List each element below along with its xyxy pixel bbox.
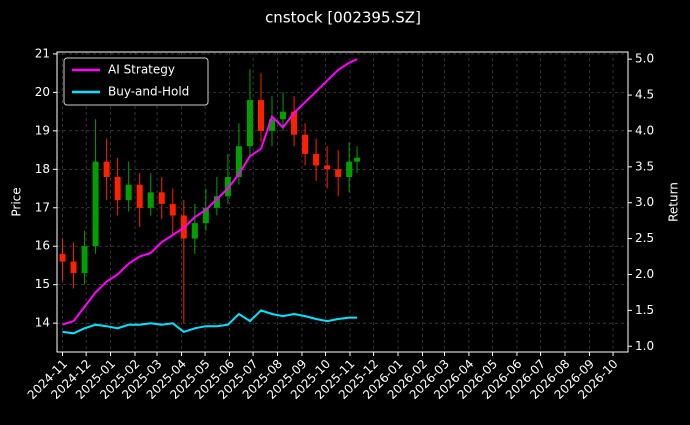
candle-body: [169, 203, 176, 216]
candle-body: [92, 161, 99, 247]
y2-tick-label: 1.5: [635, 303, 654, 317]
y2-axis-label: Return: [667, 182, 681, 222]
y-tick-label: 15: [35, 277, 50, 291]
y2-tick-label: 3.5: [635, 159, 654, 173]
y-tick-label: 18: [35, 162, 50, 176]
y-tick-label: 17: [35, 200, 50, 214]
candle-body: [280, 111, 287, 120]
y-tick-label: 16: [35, 239, 50, 253]
candle-body: [213, 196, 220, 208]
candle-body: [70, 261, 77, 274]
y-tick-label: 20: [35, 85, 50, 99]
candle-body: [202, 207, 209, 224]
candle-body: [235, 146, 242, 177]
candle-body: [302, 134, 309, 154]
candle-body: [59, 253, 66, 262]
y2-tick-label: 2.5: [635, 231, 654, 245]
candle-body: [257, 100, 264, 131]
candle-body: [269, 119, 276, 131]
candle-body: [224, 177, 231, 197]
candle-body: [81, 246, 88, 274]
legend-label: AI Strategy: [108, 63, 175, 77]
candle-body: [191, 223, 198, 239]
y-axis-label: Price: [10, 187, 24, 216]
candle-body: [291, 111, 298, 135]
line: [62, 309, 358, 335]
candle-body: [324, 165, 331, 170]
y-tick-label: 14: [35, 316, 50, 330]
candle-body: [246, 100, 253, 147]
y2-tick-label: 2.0: [635, 267, 654, 281]
y2-tick-label: 3.0: [635, 195, 654, 209]
candle-body: [313, 153, 320, 166]
candle-body: [158, 192, 165, 204]
candle-body: [335, 169, 342, 177]
candle-body: [125, 184, 132, 201]
line: [62, 58, 358, 326]
candle-body: [114, 177, 121, 201]
y2-tick-label: 4.0: [635, 123, 654, 137]
candle-body: [346, 161, 353, 177]
y2-tick-label: 5.0: [635, 52, 654, 66]
y-tick-label: 21: [35, 46, 50, 60]
y2-tick-label: 4.5: [635, 88, 654, 102]
candle-body: [147, 192, 154, 208]
candle-body: [103, 161, 110, 177]
legend-label: Buy-and-Hold: [108, 85, 189, 99]
plot-frame: [56, 51, 629, 353]
chart-title: cnstock [002395.SZ]: [265, 9, 421, 27]
candle-body: [136, 184, 143, 208]
y-tick-label: 19: [35, 123, 50, 137]
candle-body: [354, 157, 361, 162]
y2-tick-label: 1.0: [635, 339, 654, 353]
